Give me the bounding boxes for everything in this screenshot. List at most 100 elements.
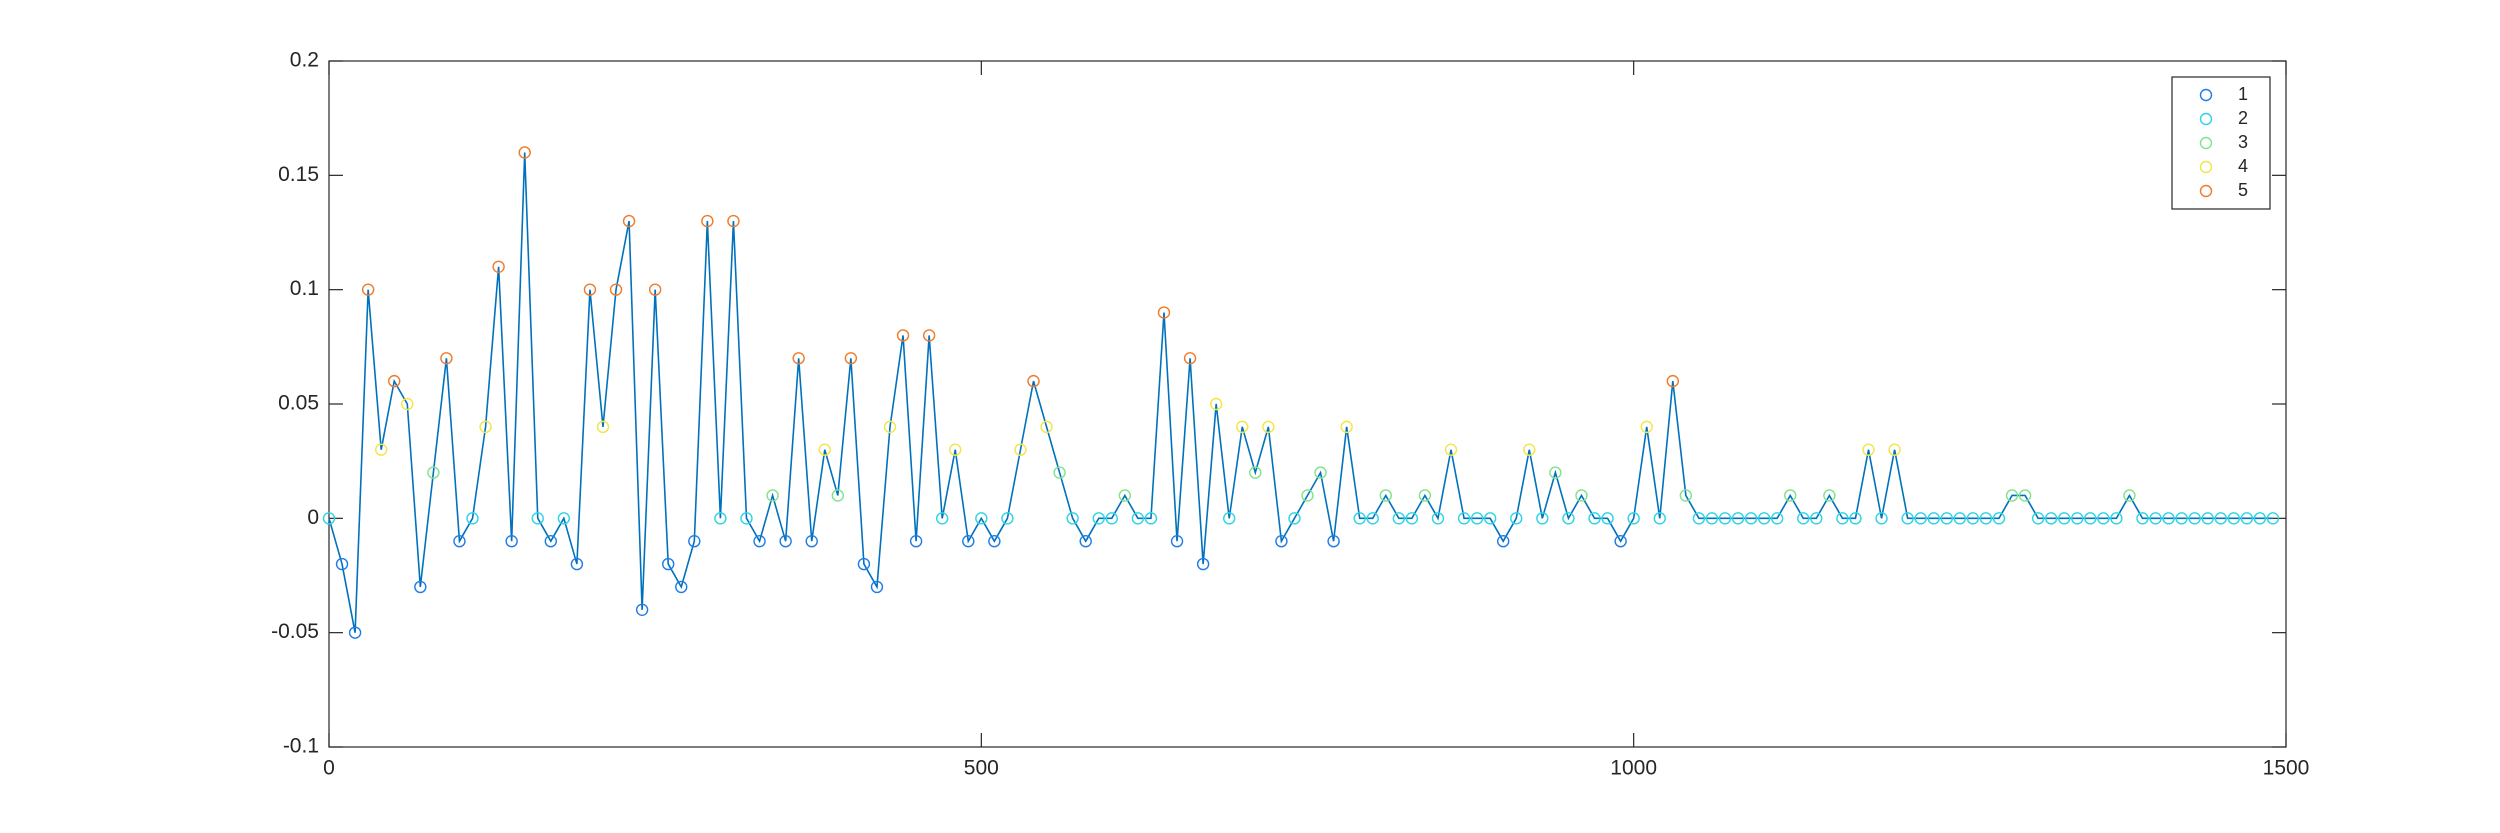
data-point [2084, 512, 2097, 525]
data-point [2005, 489, 2019, 502]
x-tick-label: 0 [323, 757, 335, 780]
data-point [1262, 420, 1275, 434]
data-point [2149, 512, 2162, 525]
data-point [596, 420, 610, 434]
data-point [1118, 489, 1132, 502]
data-point [466, 512, 479, 525]
data-point [2214, 512, 2227, 525]
data-point [583, 283, 597, 296]
data-point [1979, 512, 1993, 525]
data-point [1366, 512, 1379, 525]
data-point [1849, 512, 1862, 525]
data-point [2201, 512, 2214, 525]
data-point [1875, 512, 1888, 525]
data-point [1666, 374, 1680, 388]
data-point [505, 535, 518, 548]
data-point [1327, 535, 1340, 548]
data-point [609, 283, 623, 296]
data-point [1770, 512, 1784, 525]
data-point [361, 283, 375, 296]
data-point [1836, 512, 1849, 525]
data-point [1288, 512, 1301, 525]
legend-label: 4 [2238, 156, 2248, 176]
data-point [1888, 443, 1901, 456]
data-point [727, 214, 740, 228]
data-point [805, 535, 818, 548]
data-point [1496, 535, 1510, 548]
data-point [935, 512, 949, 525]
data-point [2044, 512, 2058, 525]
data-point [1157, 306, 1171, 319]
data-point [1562, 512, 1575, 525]
legend-label: 2 [2238, 108, 2248, 128]
data-point [635, 603, 649, 616]
data-point [2175, 512, 2188, 525]
legend-label: 3 [2238, 132, 2248, 152]
data-point [492, 260, 505, 273]
y-tick-label: -0.05 [271, 620, 319, 643]
legend-box [2171, 76, 2271, 210]
data-point [1301, 489, 1314, 502]
data-point [427, 466, 440, 479]
data-point [1614, 535, 1627, 548]
data-point [792, 352, 805, 365]
data-point [883, 420, 897, 434]
data-point [1027, 374, 1040, 388]
y-tick-label: 0.2 [290, 49, 319, 72]
data-point [1392, 512, 1406, 525]
data-point [922, 329, 936, 342]
data-point [544, 535, 557, 548]
data-point [1040, 420, 1053, 434]
legend-label: 5 [2238, 180, 2248, 200]
data-point [701, 214, 714, 228]
data-point [1823, 489, 1836, 502]
y-tick-label: 0.15 [278, 163, 319, 186]
data-point [1001, 512, 1014, 525]
data-point [975, 512, 988, 525]
data-point [1679, 489, 1693, 502]
data-point [1431, 512, 1445, 525]
data-point [1209, 397, 1223, 411]
data-point [557, 512, 571, 525]
data-point [1223, 512, 1236, 525]
data-point [2136, 512, 2149, 525]
data-point [1797, 512, 1810, 525]
x-tick-label: 1000 [1610, 757, 1657, 780]
data-point [1275, 535, 1288, 548]
data-point [1862, 443, 1875, 456]
data-point [1066, 512, 1079, 525]
data-point [2162, 512, 2175, 525]
legend-marker [2199, 112, 2213, 126]
data-point [1170, 535, 1184, 548]
y-tick-label: 0.1 [290, 277, 319, 300]
data-point [1470, 512, 1484, 525]
data-point [440, 352, 453, 365]
data-point [1575, 489, 1588, 502]
data-point [1144, 512, 1158, 525]
data-point [675, 580, 688, 594]
data-point [322, 512, 336, 525]
data-point [688, 535, 701, 548]
data-point [1183, 352, 1197, 365]
data-point [1314, 466, 1327, 479]
data-point [335, 557, 349, 571]
data-point [2097, 512, 2110, 525]
y-tick-label: -0.1 [283, 735, 319, 758]
data-point [1588, 512, 1601, 525]
data-point [2031, 512, 2045, 525]
data-point [622, 214, 636, 228]
data-point [1914, 512, 1927, 525]
data-point [1510, 512, 1523, 525]
data-point [1953, 512, 1967, 525]
data-point [2071, 512, 2084, 525]
data-point [1483, 512, 1497, 525]
data-point [1744, 512, 1758, 525]
data-point [1653, 512, 1666, 525]
x-tick-label: 1500 [2263, 757, 2310, 780]
data-point [1601, 512, 1614, 525]
data-point [1105, 512, 1119, 525]
data-point [857, 557, 871, 571]
data-point [518, 146, 531, 159]
data-point [1757, 512, 1771, 525]
legend-marker [2199, 160, 2213, 174]
